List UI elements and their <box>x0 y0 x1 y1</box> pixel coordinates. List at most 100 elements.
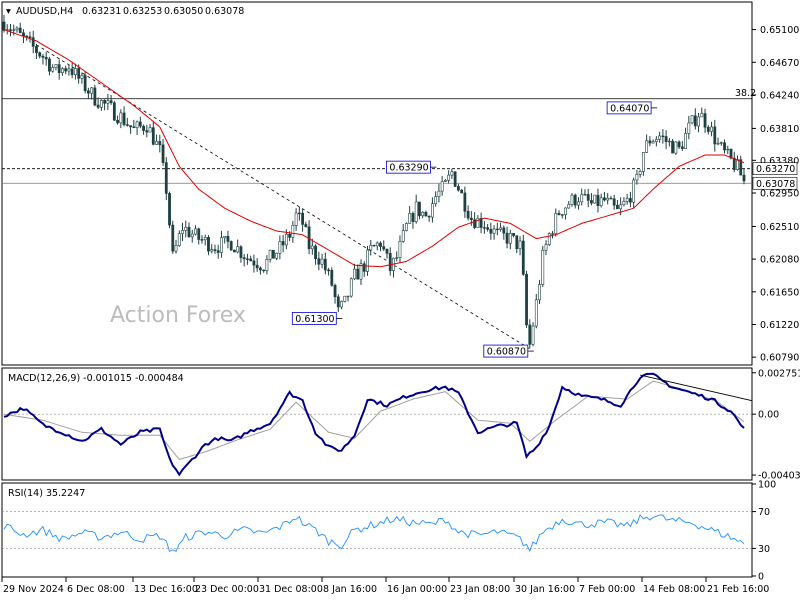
candle-body <box>502 227 506 234</box>
candle-body <box>405 223 408 231</box>
candle-body <box>554 213 558 234</box>
candle-body <box>596 194 600 207</box>
candle-body <box>599 197 603 207</box>
price-annotation-label: 0.60870 <box>487 347 526 358</box>
candle-body <box>330 270 334 286</box>
candle-body <box>106 100 110 104</box>
candle-body <box>456 186 460 191</box>
candle-body <box>625 198 629 202</box>
price-header-title: AUDUSD,H4 <box>16 6 73 17</box>
candle-body <box>90 87 94 94</box>
candle-body <box>434 196 438 204</box>
ohlc-open: 0.63231 <box>82 6 121 17</box>
candle-body <box>268 249 272 260</box>
price-annotation-label: 0.61300 <box>295 314 334 325</box>
candle-body <box>476 218 480 228</box>
candle-body <box>177 233 181 246</box>
candle-body <box>544 244 548 251</box>
candle-body <box>323 258 327 271</box>
candle-body <box>479 218 483 228</box>
rsi-tick-label: 100 <box>758 480 776 491</box>
candle-body <box>278 241 282 254</box>
candle-body <box>654 139 658 142</box>
price-tick-label: 0.63380 <box>760 156 799 167</box>
ohlc-close: 0.63078 <box>205 6 244 17</box>
rsi-axis: 100 70 30 0 <box>752 480 776 583</box>
candle-body <box>739 159 743 176</box>
candle-body <box>573 194 577 206</box>
candle-body <box>336 296 340 308</box>
candle-body <box>333 285 337 298</box>
ohlc-low: 0.63050 <box>164 6 203 17</box>
candle-body <box>667 140 671 143</box>
candle-body <box>661 135 665 138</box>
candle-body <box>44 57 48 60</box>
rsi-tick-label: 30 <box>758 544 770 555</box>
candle-body <box>534 299 538 327</box>
candle-body <box>220 237 223 253</box>
candle-body <box>86 90 90 94</box>
price-tick-label: 0.63810 <box>760 124 799 135</box>
candle-body <box>161 144 165 163</box>
candle-body <box>486 227 489 230</box>
candle-body <box>226 235 230 242</box>
candle-body <box>612 198 616 206</box>
candle-body <box>51 67 55 72</box>
candle-body <box>693 115 697 127</box>
rsi-header-title: RSI(14) 35.2247 <box>8 488 85 499</box>
candle-body <box>440 181 444 192</box>
candle-body <box>122 112 126 125</box>
candle-body <box>57 64 61 73</box>
candle-body <box>109 100 113 104</box>
candle-body <box>541 249 545 285</box>
candle-body <box>320 258 324 265</box>
time-tick-label: 30 Jan 16:00 <box>515 584 575 595</box>
candle-body <box>164 162 168 194</box>
price-tick-label: 0.65100 <box>760 25 799 36</box>
candle-body <box>190 233 194 238</box>
candle-body <box>281 241 285 246</box>
candle-body <box>690 115 694 124</box>
candle-body <box>638 171 642 175</box>
candle-body <box>28 36 32 39</box>
candle-body <box>372 245 376 247</box>
candle-body <box>181 230 184 234</box>
candle-body <box>31 37 35 47</box>
candle-body <box>437 190 441 197</box>
candle-body <box>414 201 418 222</box>
candle-body <box>48 58 51 72</box>
candle-body <box>401 230 405 242</box>
candle-body <box>424 211 428 217</box>
candle-body <box>385 248 389 254</box>
candle-body <box>96 104 100 108</box>
candle-body <box>200 239 204 241</box>
candle-body <box>135 121 139 128</box>
candle-body <box>203 237 207 241</box>
candle-body <box>736 159 739 170</box>
candle-body <box>349 278 353 297</box>
candle-body <box>658 135 662 140</box>
candle-body <box>310 245 314 250</box>
candle-body <box>38 52 42 57</box>
candle-body <box>729 148 733 159</box>
candle-body <box>77 68 81 79</box>
candle-body <box>362 263 366 272</box>
candle-body <box>35 46 38 53</box>
dropdown-arrow-icon[interactable]: ▾ <box>6 6 11 17</box>
candle-body <box>570 194 574 205</box>
price-tick-label: 0.60790 <box>760 353 799 364</box>
candle-body <box>288 234 292 238</box>
candle-body <box>567 204 571 209</box>
candle-body <box>67 68 71 72</box>
candle-body <box>207 237 210 252</box>
candle-body <box>648 140 652 144</box>
candle-body <box>83 75 87 92</box>
candle-body <box>125 124 129 126</box>
time-tick-label: 29 Nov 2024 <box>3 584 64 595</box>
candle-body <box>593 194 597 204</box>
candle-body <box>74 68 77 76</box>
price-annotation-box <box>386 160 431 174</box>
candle-body <box>719 142 723 144</box>
